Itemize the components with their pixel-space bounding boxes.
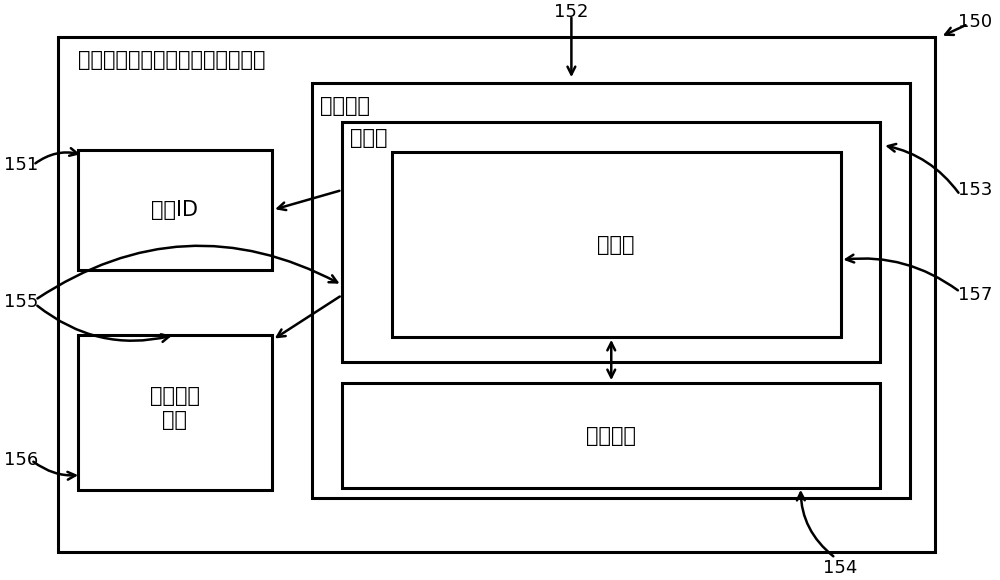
Text: 虚拟机: 虚拟机 (597, 235, 635, 255)
Bar (342, 383, 880, 488)
Text: 151: 151 (4, 156, 38, 174)
Bar (78, 335, 272, 490)
Text: 155: 155 (4, 293, 38, 311)
Text: 设备特定
电路: 设备特定 电路 (150, 386, 200, 430)
Text: 具有模块化网络连通性的简单设备: 具有模块化网络连通性的简单设备 (78, 50, 265, 70)
Text: 150: 150 (958, 13, 992, 31)
Text: 通信模块: 通信模块 (320, 96, 370, 116)
Bar (78, 150, 272, 270)
Text: 153: 153 (958, 181, 992, 199)
Bar (342, 122, 880, 362)
Text: 唯一ID: 唯一ID (151, 200, 198, 220)
Text: 154: 154 (823, 559, 858, 577)
Text: 通信接口: 通信接口 (586, 426, 636, 446)
Text: 152: 152 (554, 3, 589, 21)
Bar (312, 83, 910, 498)
Text: 156: 156 (4, 451, 38, 469)
Text: 157: 157 (958, 286, 992, 304)
Text: 处理器: 处理器 (350, 128, 388, 148)
Bar (58, 37, 935, 552)
Bar (392, 152, 841, 337)
